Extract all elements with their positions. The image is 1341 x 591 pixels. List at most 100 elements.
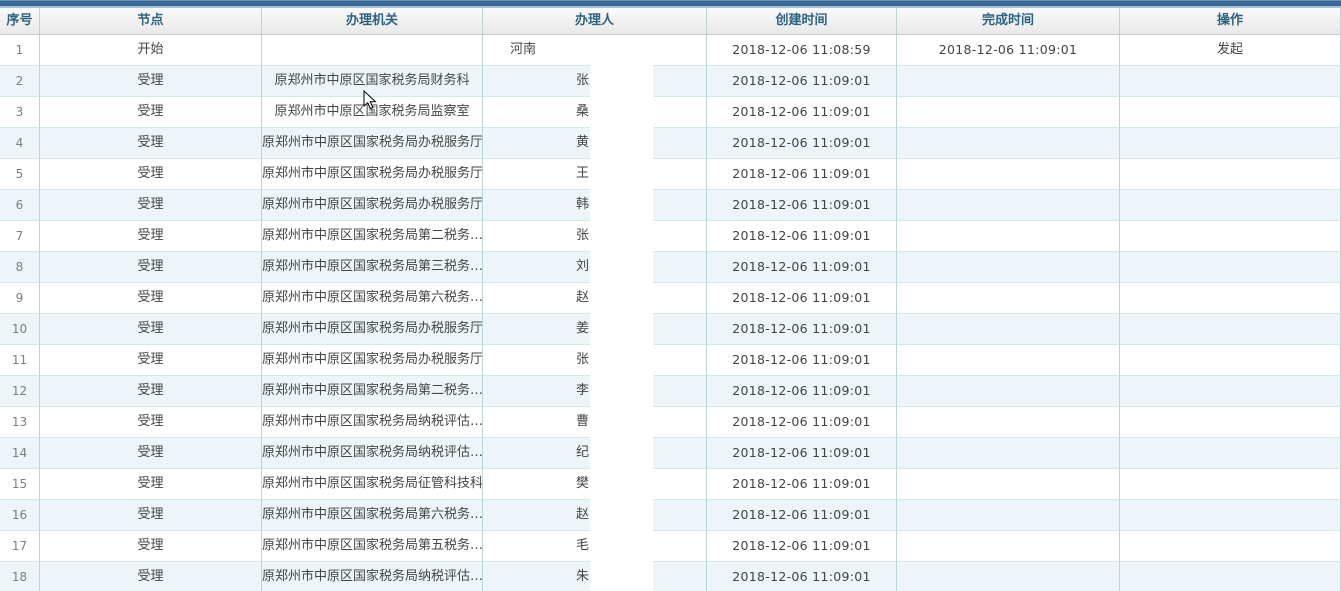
cell-node: 受理 (40, 66, 262, 97)
cell-agency: 原郑州市中原区国家税务局监察室 (262, 97, 483, 128)
cell-completed-time (897, 314, 1120, 345)
cell-completed-time (897, 159, 1120, 190)
cell-agency: 原郑州市中原区国家税务局纳税评估… (262, 562, 483, 591)
cell-index: 14 (0, 438, 40, 469)
cell-created-time: 2018-12-06 11:09:01 (707, 345, 897, 376)
cell-completed-time: 2018-12-06 11:09:01 (897, 35, 1120, 66)
cell-action (1120, 221, 1341, 252)
table-row: 16 受理 原郑州市中原区国家税务局第六税务… 赵 2018-12-06 11:… (0, 500, 1341, 531)
col-header-handler: 办理人 (483, 8, 707, 34)
table-header-row: 序号 节点 办理机关 办理人 创建时间 完成时间 操作 (0, 8, 1341, 35)
cell-agency: 原郑州市中原区国家税务局第二税务… (262, 221, 483, 252)
cell-completed-time (897, 531, 1120, 562)
cell-agency: 原郑州市中原区国家税务局第三税务… (262, 252, 483, 283)
table-row: 11 受理 原郑州市中原区国家税务局办税服务厅 张 2018-12-06 11:… (0, 345, 1341, 376)
cell-action (1120, 500, 1341, 531)
cell-node: 受理 (40, 190, 262, 221)
table-row: 10 受理 原郑州市中原区国家税务局办税服务厅 姜 2018-12-06 11:… (0, 314, 1341, 345)
cell-agency: 原郑州市中原区国家税务局办税服务厅 (262, 190, 483, 221)
cell-created-time: 2018-12-06 11:09:01 (707, 128, 897, 159)
cell-index: 8 (0, 252, 40, 283)
cell-agency: 原郑州市中原区国家税务局纳税评估… (262, 438, 483, 469)
cell-index: 1 (0, 35, 40, 66)
col-header-created: 创建时间 (707, 8, 897, 34)
cell-node: 受理 (40, 469, 262, 500)
cell-index: 4 (0, 128, 40, 159)
cell-index: 7 (0, 221, 40, 252)
cell-created-time: 2018-12-06 11:09:01 (707, 500, 897, 531)
redaction-overlay (590, 35, 653, 591)
cell-node: 受理 (40, 500, 262, 531)
table-row: 12 受理 原郑州市中原区国家税务局第二税务… 李 2018-12-06 11:… (0, 376, 1341, 407)
cell-completed-time (897, 128, 1120, 159)
cell-index: 10 (0, 314, 40, 345)
cell-created-time: 2018-12-06 11:09:01 (707, 97, 897, 128)
cell-agency (262, 35, 483, 66)
cell-created-time: 2018-12-06 11:09:01 (707, 562, 897, 591)
cell-action (1120, 128, 1341, 159)
cell-node: 受理 (40, 128, 262, 159)
cell-created-time: 2018-12-06 11:09:01 (707, 314, 897, 345)
cell-completed-time (897, 252, 1120, 283)
table-row: 1 开始 河南 2018-12-06 11:08:59 2018-12-06 1… (0, 35, 1341, 66)
cell-node: 受理 (40, 562, 262, 591)
cell-completed-time (897, 469, 1120, 500)
cell-index: 16 (0, 500, 40, 531)
cell-created-time: 2018-12-06 11:09:01 (707, 159, 897, 190)
cell-index: 5 (0, 159, 40, 190)
cell-completed-time (897, 345, 1120, 376)
table-row: 8 受理 原郑州市中原区国家税务局第三税务… 刘 2018-12-06 11:0… (0, 252, 1341, 283)
cell-node: 受理 (40, 345, 262, 376)
cell-action (1120, 407, 1341, 438)
cell-index: 11 (0, 345, 40, 376)
window-top-border-thin (0, 0, 1341, 1)
cell-agency: 原郑州市中原区国家税务局办税服务厅 (262, 314, 483, 345)
window-top-border (0, 1, 1341, 6)
col-header-completed: 完成时间 (897, 8, 1120, 34)
cell-action (1120, 438, 1341, 469)
table-body: 1 开始 河南 2018-12-06 11:08:59 2018-12-06 1… (0, 35, 1341, 591)
cell-index: 15 (0, 469, 40, 500)
cell-index: 2 (0, 66, 40, 97)
cell-action (1120, 376, 1341, 407)
cell-created-time: 2018-12-06 11:09:01 (707, 66, 897, 97)
cell-index: 6 (0, 190, 40, 221)
table-row: 6 受理 原郑州市中原区国家税务局办税服务厅 韩 2018-12-06 11:0… (0, 190, 1341, 221)
cell-node: 受理 (40, 159, 262, 190)
cell-action (1120, 531, 1341, 562)
cell-created-time: 2018-12-06 11:09:01 (707, 376, 897, 407)
cell-agency: 原郑州市中原区国家税务局纳税评估… (262, 407, 483, 438)
cell-node: 开始 (40, 35, 262, 66)
cell-index: 9 (0, 283, 40, 314)
col-header-index: 序号 (0, 8, 40, 34)
cell-completed-time (897, 376, 1120, 407)
cell-action (1120, 562, 1341, 591)
cell-agency: 原郑州市中原区国家税务局征管科技科 (262, 469, 483, 500)
cell-agency: 原郑州市中原区国家税务局第六税务… (262, 283, 483, 314)
cell-created-time: 2018-12-06 11:09:01 (707, 190, 897, 221)
cell-agency: 原郑州市中原区国家税务局办税服务厅 (262, 345, 483, 376)
table-row: 5 受理 原郑州市中原区国家税务局办税服务厅 王 2018-12-06 11:0… (0, 159, 1341, 190)
cell-action[interactable]: 发起 (1120, 35, 1341, 66)
cell-node: 受理 (40, 314, 262, 345)
cell-created-time: 2018-12-06 11:09:01 (707, 407, 897, 438)
cell-agency: 原郑州市中原区国家税务局第二税务… (262, 376, 483, 407)
cell-completed-time (897, 562, 1120, 591)
table-row: 14 受理 原郑州市中原区国家税务局纳税评估… 纪 2018-12-06 11:… (0, 438, 1341, 469)
cell-node: 受理 (40, 531, 262, 562)
table-row: 17 受理 原郑州市中原区国家税务局第五税务… 毛 2018-12-06 11:… (0, 531, 1341, 562)
cell-index: 17 (0, 531, 40, 562)
table-row: 15 受理 原郑州市中原区国家税务局征管科技科 樊 2018-12-06 11:… (0, 469, 1341, 500)
cell-node: 受理 (40, 376, 262, 407)
col-header-agency: 办理机关 (262, 8, 483, 34)
cell-action (1120, 314, 1341, 345)
cell-action (1120, 97, 1341, 128)
cell-created-time: 2018-12-06 11:09:01 (707, 221, 897, 252)
cell-created-time: 2018-12-06 11:09:01 (707, 252, 897, 283)
cell-node: 受理 (40, 252, 262, 283)
cell-completed-time (897, 190, 1120, 221)
cell-action (1120, 283, 1341, 314)
cell-completed-time (897, 66, 1120, 97)
cell-node: 受理 (40, 97, 262, 128)
